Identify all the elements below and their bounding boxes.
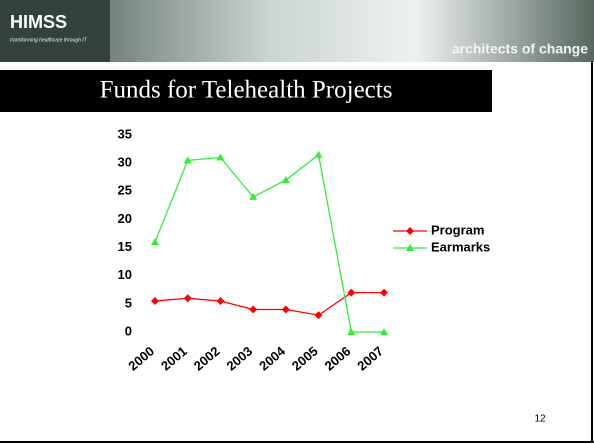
series-line [154, 153, 384, 333]
data-point [151, 237, 159, 245]
data-point [249, 305, 258, 314]
x-tick-label: 2005 [289, 343, 321, 373]
y-tick-label: 35 [118, 126, 132, 141]
legend-label: Program [431, 222, 484, 237]
data-point [216, 297, 225, 306]
chart-title: Funds for Telehealth Projects [100, 77, 393, 104]
y-tick-label: 10 [118, 267, 132, 282]
logo-panel [0, 0, 110, 62]
blank-box [237, 408, 380, 444]
data-point [380, 288, 388, 297]
y-tick-label: 15 [118, 239, 132, 254]
y-tick-label: 5 [125, 295, 132, 310]
logo: HIMSS [10, 12, 67, 32]
legend-label: Earmarks [431, 239, 490, 254]
data-point [216, 153, 225, 161]
data-point [347, 328, 356, 335]
x-tick-label: 2007 [354, 343, 386, 373]
page-number: 12 [534, 414, 546, 425]
data-point [249, 192, 258, 200]
series-line [154, 291, 384, 316]
x-tick-label: 2002 [191, 343, 223, 373]
tagline: transforming healthcare through IT [10, 37, 88, 43]
x-tick-label: 2000 [125, 343, 157, 373]
data-point [151, 297, 159, 306]
motto: architects of change [452, 41, 588, 57]
title-bar [0, 70, 492, 112]
x-tick-label: 2003 [223, 343, 255, 373]
x-tick-label: 2004 [256, 343, 288, 374]
data-point [281, 176, 290, 184]
legend-marker [406, 244, 414, 251]
legend-marker [406, 227, 414, 235]
data-point [347, 288, 356, 297]
y-tick-label: 30 [118, 155, 132, 170]
x-tick-label: 2006 [322, 343, 354, 373]
data-point [281, 305, 290, 314]
y-tick-label: 0 [125, 323, 132, 338]
data-point [314, 311, 323, 320]
data-point [380, 328, 388, 335]
y-tick-label: 25 [118, 183, 132, 198]
data-point [314, 150, 323, 158]
x-tick-label: 2001 [158, 343, 190, 373]
data-point [183, 156, 192, 164]
y-tick-label: 20 [118, 211, 132, 226]
data-point [183, 294, 192, 303]
